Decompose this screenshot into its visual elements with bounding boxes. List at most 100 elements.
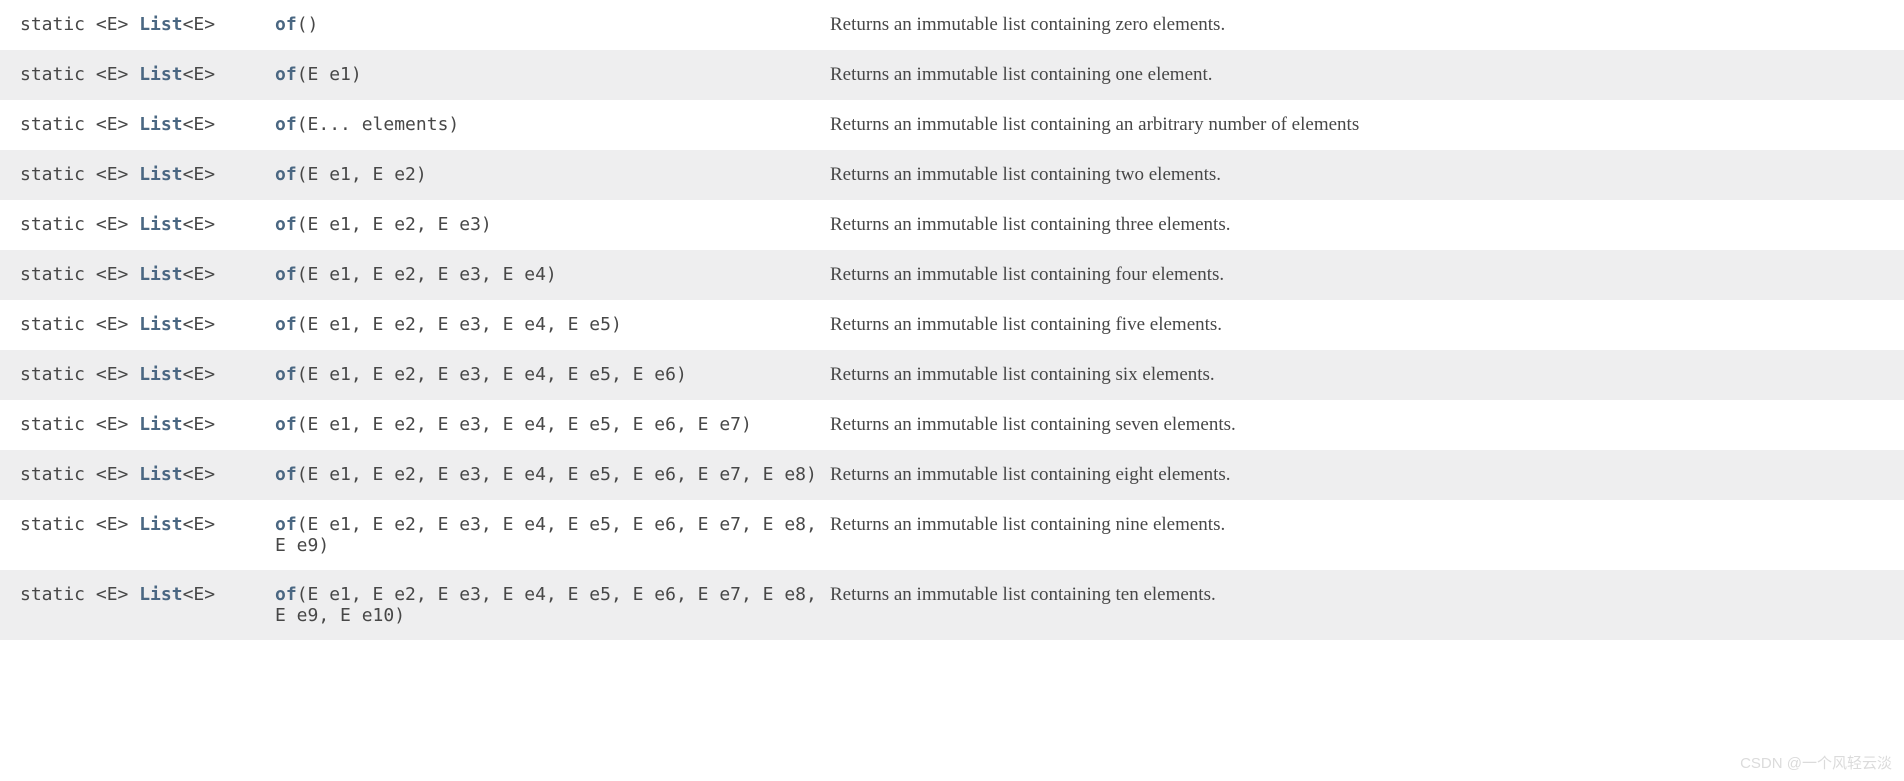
table-row: static <E> List<E>of(E e1, E e2)Returns … (0, 150, 1904, 200)
modifier-prefix: static <E> (20, 414, 139, 435)
return-type-link[interactable]: List (139, 514, 182, 535)
table-row: static <E> List<E>of(E e1, E e2, E e3)Re… (0, 200, 1904, 250)
modifier-prefix: static <E> (20, 464, 139, 485)
return-type-link[interactable]: List (139, 64, 182, 85)
type-suffix: <E> (183, 514, 216, 535)
method-name-link[interactable]: of (275, 114, 297, 135)
table-row: static <E> List<E>of(E e1, E e2, E e3, E… (0, 300, 1904, 350)
method-signature-cell: of(E e1, E e2) (275, 160, 830, 189)
return-type-link[interactable]: List (139, 584, 182, 605)
modifier-type-cell: static <E> List<E> (0, 310, 275, 339)
modifier-type-cell: static <E> List<E> (0, 210, 275, 239)
method-name-link[interactable]: of (275, 584, 297, 605)
return-type-link[interactable]: List (139, 314, 182, 335)
type-suffix: <E> (183, 464, 216, 485)
table-row: static <E> List<E>of(E e1, E e2, E e3, E… (0, 500, 1904, 570)
modifier-prefix: static <E> (20, 14, 139, 35)
method-name-link[interactable]: of (275, 164, 297, 185)
method-description: Returns an immutable list containing eig… (830, 460, 1904, 490)
method-name-link[interactable]: of (275, 264, 297, 285)
method-name-link[interactable]: of (275, 464, 297, 485)
table-row: static <E> List<E>of(E e1)Returns an imm… (0, 50, 1904, 100)
modifier-prefix: static <E> (20, 514, 139, 535)
modifier-prefix: static <E> (20, 364, 139, 385)
method-signature-cell: of(E e1, E e2, E e3, E e4, E e5, E e6, E… (275, 460, 830, 489)
method-params: (E e1, E e2, E e3, E e4, E e5, E e6, E e… (275, 584, 817, 626)
modifier-type-cell: static <E> List<E> (0, 410, 275, 439)
method-description: Returns an immutable list containing fou… (830, 260, 1904, 290)
return-type-link[interactable]: List (139, 364, 182, 385)
method-params: (E e1) (297, 64, 362, 85)
method-description: Returns an immutable list containing one… (830, 60, 1904, 90)
modifier-type-cell: static <E> List<E> (0, 110, 275, 139)
return-type-link[interactable]: List (139, 114, 182, 135)
modifier-type-cell: static <E> List<E> (0, 160, 275, 189)
method-params: (E e1, E e2, E e3, E e4, E e5, E e6, E e… (297, 414, 752, 435)
type-suffix: <E> (183, 264, 216, 285)
type-suffix: <E> (183, 14, 216, 35)
method-signature-cell: of(E e1, E e2, E e3, E e4) (275, 260, 830, 289)
method-name-link[interactable]: of (275, 314, 297, 335)
method-params: (E e1, E e2, E e3) (297, 214, 492, 235)
type-suffix: <E> (183, 64, 216, 85)
method-signature-cell: of(E e1) (275, 60, 830, 89)
modifier-type-cell: static <E> List<E> (0, 510, 275, 539)
type-suffix: <E> (183, 214, 216, 235)
method-params: (E e1, E e2, E e3, E e4, E e5, E e6, E e… (297, 464, 817, 485)
type-suffix: <E> (183, 164, 216, 185)
method-description: Returns an immutable list containing nin… (830, 510, 1904, 540)
method-signature-cell: of(E... elements) (275, 110, 830, 139)
method-description: Returns an immutable list containing thr… (830, 210, 1904, 240)
type-suffix: <E> (183, 584, 216, 605)
method-name-link[interactable]: of (275, 364, 297, 385)
modifier-type-cell: static <E> List<E> (0, 60, 275, 89)
table-row: static <E> List<E>of()Returns an immutab… (0, 0, 1904, 50)
method-summary-table: static <E> List<E>of()Returns an immutab… (0, 0, 1904, 640)
method-params: (E... elements) (297, 114, 460, 135)
modifier-prefix: static <E> (20, 314, 139, 335)
method-signature-cell: of(E e1, E e2, E e3, E e4, E e5, E e6, E… (275, 510, 830, 560)
method-description: Returns an immutable list containing fiv… (830, 310, 1904, 340)
method-params: (E e1, E e2) (297, 164, 427, 185)
type-suffix: <E> (183, 414, 216, 435)
modifier-prefix: static <E> (20, 164, 139, 185)
method-name-link[interactable]: of (275, 414, 297, 435)
method-params: (E e1, E e2, E e3, E e4, E e5, E e6) (297, 364, 687, 385)
method-signature-cell: of(E e1, E e2, E e3, E e4, E e5) (275, 310, 830, 339)
method-description: Returns an immutable list containing sev… (830, 410, 1904, 440)
modifier-prefix: static <E> (20, 264, 139, 285)
method-params: (E e1, E e2, E e3, E e4, E e5) (297, 314, 622, 335)
return-type-link[interactable]: List (139, 414, 182, 435)
method-name-link[interactable]: of (275, 14, 297, 35)
watermark-text: CSDN @一个风轻云淡 (1740, 752, 1892, 773)
method-params: (E e1, E e2, E e3, E e4) (297, 264, 557, 285)
table-row: static <E> List<E>of(E e1, E e2, E e3, E… (0, 350, 1904, 400)
table-row: static <E> List<E>of(E e1, E e2, E e3, E… (0, 250, 1904, 300)
return-type-link[interactable]: List (139, 264, 182, 285)
modifier-type-cell: static <E> List<E> (0, 460, 275, 489)
method-name-link[interactable]: of (275, 214, 297, 235)
method-name-link[interactable]: of (275, 64, 297, 85)
modifier-prefix: static <E> (20, 214, 139, 235)
modifier-prefix: static <E> (20, 114, 139, 135)
modifier-type-cell: static <E> List<E> (0, 580, 275, 609)
method-params: () (297, 14, 319, 35)
table-row: static <E> List<E>of(E e1, E e2, E e3, E… (0, 400, 1904, 450)
method-description: Returns an immutable list containing zer… (830, 10, 1904, 40)
method-signature-cell: of(E e1, E e2, E e3, E e4, E e5, E e6, E… (275, 410, 830, 439)
return-type-link[interactable]: List (139, 164, 182, 185)
modifier-type-cell: static <E> List<E> (0, 260, 275, 289)
table-row: static <E> List<E>of(E e1, E e2, E e3, E… (0, 450, 1904, 500)
modifier-type-cell: static <E> List<E> (0, 360, 275, 389)
method-description: Returns an immutable list containing ten… (830, 580, 1904, 610)
table-row: static <E> List<E>of(E e1, E e2, E e3, E… (0, 570, 1904, 640)
method-signature-cell: of() (275, 10, 830, 39)
return-type-link[interactable]: List (139, 14, 182, 35)
method-params: (E e1, E e2, E e3, E e4, E e5, E e6, E e… (275, 514, 817, 556)
return-type-link[interactable]: List (139, 214, 182, 235)
method-name-link[interactable]: of (275, 514, 297, 535)
method-signature-cell: of(E e1, E e2, E e3) (275, 210, 830, 239)
method-description: Returns an immutable list containing six… (830, 360, 1904, 390)
modifier-prefix: static <E> (20, 64, 139, 85)
return-type-link[interactable]: List (139, 464, 182, 485)
